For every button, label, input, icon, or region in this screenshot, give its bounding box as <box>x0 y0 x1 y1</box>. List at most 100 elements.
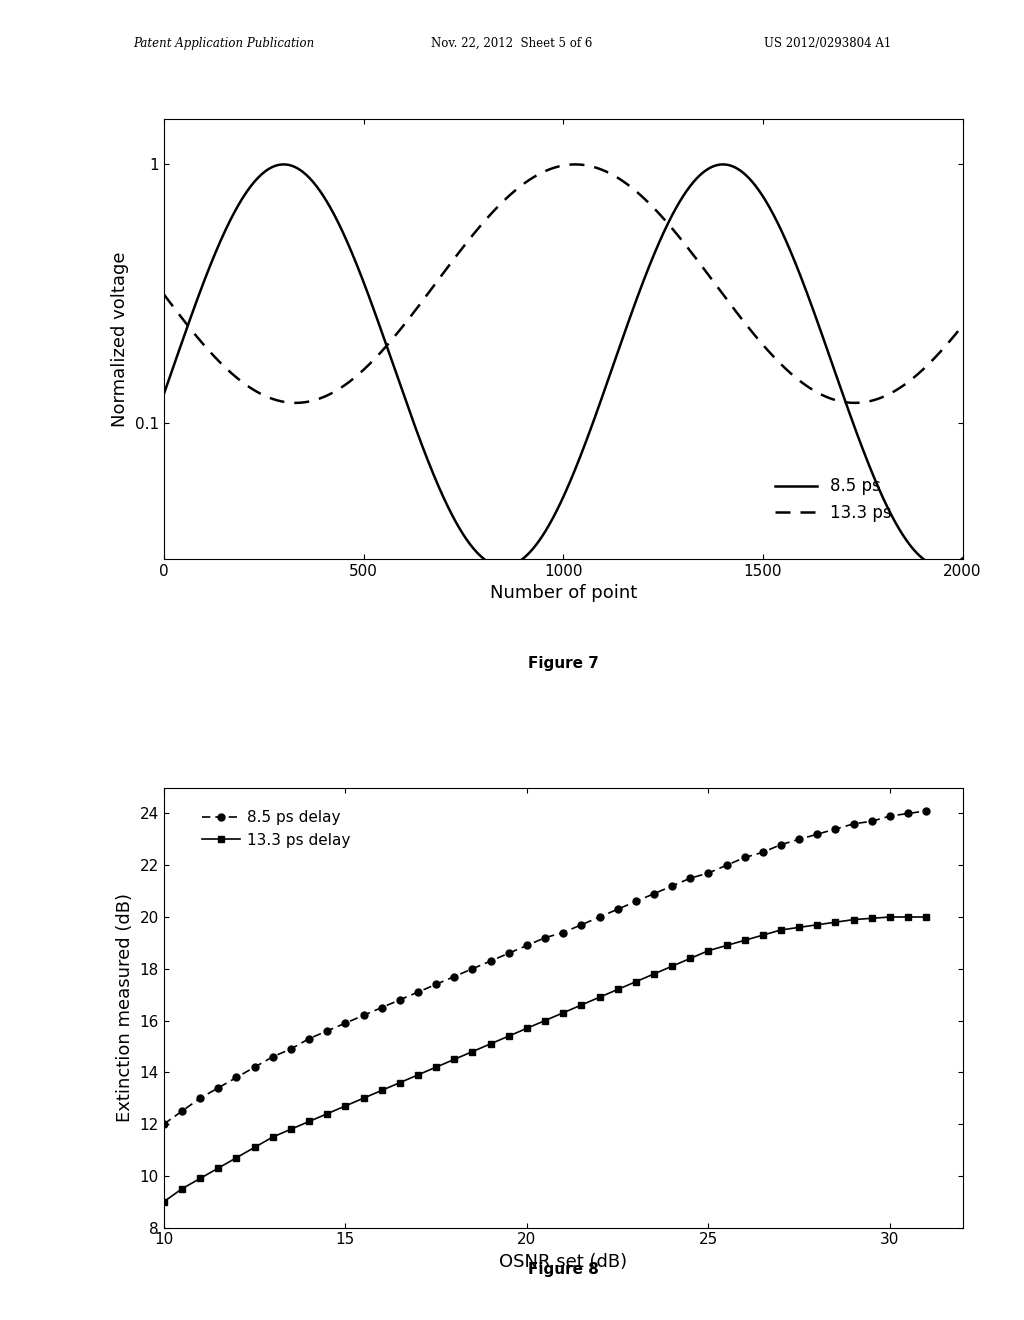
8.5 ps <box>303 170 315 186</box>
13.3 ps delay <box>593 989 605 1005</box>
13.3 ps delay <box>811 917 823 933</box>
8.5 ps delay <box>648 886 660 902</box>
13.3 ps delay <box>230 1150 243 1166</box>
8.5 ps delay <box>702 865 715 880</box>
13.3 ps <box>814 387 826 403</box>
13.3 ps delay <box>702 942 715 958</box>
13.3 ps delay <box>521 1020 534 1036</box>
8.5 ps delay <box>611 902 624 917</box>
8.5 ps <box>278 157 290 173</box>
Line: 8.5 ps delay: 8.5 ps delay <box>161 808 930 1127</box>
8.5 ps delay <box>575 917 588 933</box>
8.5 ps delay <box>212 1080 224 1096</box>
13.3 ps delay <box>630 974 642 990</box>
8.5 ps delay <box>339 1015 351 1031</box>
8.5 ps delay <box>721 857 733 873</box>
Line: 13.3 ps delay: 13.3 ps delay <box>161 913 930 1205</box>
8.5 ps <box>158 387 170 403</box>
13.3 ps delay <box>666 958 678 974</box>
X-axis label: Number of point: Number of point <box>489 585 637 602</box>
8.5 ps delay <box>666 878 678 894</box>
8.5 ps delay <box>285 1041 297 1057</box>
13.3 ps delay <box>721 937 733 953</box>
8.5 ps delay <box>757 845 769 861</box>
13.3 ps delay <box>393 1074 406 1090</box>
13.3 ps delay <box>848 912 860 928</box>
8.5 ps <box>637 275 649 290</box>
8.5 ps delay <box>539 929 551 945</box>
Y-axis label: Extinction measured (dB): Extinction measured (dB) <box>116 894 134 1122</box>
13.3 ps <box>849 395 861 411</box>
13.3 ps delay <box>648 966 660 982</box>
13.3 ps delay <box>339 1098 351 1114</box>
13.3 ps <box>637 190 649 206</box>
13.3 ps delay <box>430 1059 442 1074</box>
Text: Nov. 22, 2012  Sheet 5 of 6: Nov. 22, 2012 Sheet 5 of 6 <box>431 37 593 50</box>
8.5 ps delay <box>393 991 406 1007</box>
13.3 ps delay <box>611 982 624 998</box>
8.5 ps <box>814 323 826 339</box>
13.3 ps delay <box>194 1171 206 1187</box>
13.3 ps <box>463 232 475 248</box>
13.3 ps delay <box>884 909 896 925</box>
13.3 ps delay <box>484 1036 497 1052</box>
8.5 ps delay <box>630 894 642 909</box>
Text: Figure 7: Figure 7 <box>527 656 599 672</box>
13.3 ps delay <box>865 911 878 927</box>
Text: US 2012/0293804 A1: US 2012/0293804 A1 <box>764 37 891 50</box>
13.3 ps delay <box>176 1181 188 1197</box>
8.5 ps delay <box>412 985 424 1001</box>
8.5 ps delay <box>811 826 823 842</box>
13.3 ps delay <box>539 1012 551 1028</box>
8.5 ps <box>463 535 475 550</box>
Y-axis label: Normalized voltage: Normalized voltage <box>112 251 129 426</box>
8.5 ps delay <box>322 1023 334 1039</box>
13.3 ps delay <box>575 997 588 1012</box>
8.5 ps delay <box>884 808 896 824</box>
8.5 ps delay <box>357 1007 370 1023</box>
8.5 ps <box>754 183 766 199</box>
13.3 ps delay <box>902 909 914 925</box>
13.3 ps <box>158 286 170 302</box>
8.5 ps delay <box>158 1117 170 1133</box>
13.3 ps <box>956 318 969 334</box>
8.5 ps delay <box>684 870 696 886</box>
13.3 ps delay <box>212 1160 224 1176</box>
8.5 ps delay <box>230 1069 243 1085</box>
8.5 ps delay <box>176 1104 188 1119</box>
13.3 ps delay <box>684 950 696 966</box>
8.5 ps delay <box>449 969 461 985</box>
13.3 ps delay <box>466 1044 478 1060</box>
8.5 ps delay <box>484 953 497 969</box>
13.3 ps delay <box>303 1114 315 1130</box>
8.5 ps delay <box>249 1059 261 1074</box>
13.3 ps <box>303 393 315 409</box>
13.3 ps delay <box>829 915 842 931</box>
8.5 ps <box>956 550 969 566</box>
8.5 ps delay <box>902 805 914 821</box>
13.3 ps delay <box>249 1139 261 1155</box>
8.5 ps delay <box>829 821 842 837</box>
8.5 ps delay <box>194 1090 206 1106</box>
13.3 ps delay <box>376 1082 388 1098</box>
13.3 ps <box>569 157 582 173</box>
13.3 ps delay <box>266 1129 279 1144</box>
8.5 ps delay <box>503 945 515 961</box>
Text: Patent Application Publication: Patent Application Publication <box>133 37 314 50</box>
8.5 ps delay <box>848 816 860 832</box>
8.5 ps delay <box>303 1031 315 1047</box>
8.5 ps delay <box>738 850 751 866</box>
8.5 ps delay <box>466 961 478 977</box>
8.5 ps delay <box>793 832 805 847</box>
13.3 ps delay <box>357 1090 370 1106</box>
8.5 ps delay <box>521 937 534 953</box>
13.3 ps delay <box>557 1005 569 1020</box>
8.5 ps <box>677 187 689 203</box>
Legend: 8.5 ps, 13.3 ps: 8.5 ps, 13.3 ps <box>768 471 898 528</box>
13.3 ps delay <box>738 932 751 948</box>
8.5 ps delay <box>593 909 605 925</box>
13.3 ps delay <box>449 1052 461 1068</box>
8.5 ps <box>936 558 948 574</box>
8.5 ps delay <box>775 837 787 853</box>
8.5 ps delay <box>430 977 442 993</box>
